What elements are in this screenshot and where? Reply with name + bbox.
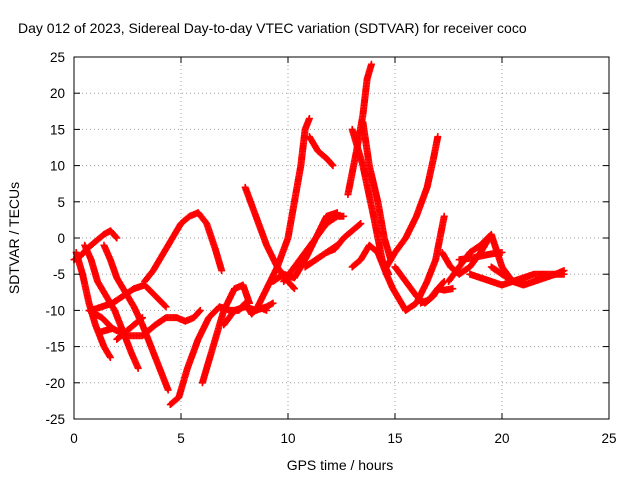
series-arc-33 [323,220,365,256]
data-point [357,220,365,228]
x-axis-label: GPS time / hours [287,457,394,473]
data-point [107,323,115,331]
series-arc-21 [359,118,395,264]
series-arc-31 [487,263,568,289]
x-tick-label: 25 [601,431,616,446]
data-point [164,386,172,394]
series-arc-32 [434,285,457,294]
data-point [137,315,145,323]
data-point [449,285,457,293]
series-arc-17 [280,212,348,285]
data-point [340,212,348,220]
data-point [439,278,447,286]
data-point [218,267,226,275]
data-point [196,306,204,314]
series-arc-15 [305,133,337,170]
data-point [106,352,114,360]
y-tick-label: -20 [45,376,65,391]
series-arc-25 [402,212,448,314]
data-point [269,299,277,307]
data-point [109,325,117,332]
series-arc-09 [141,209,226,285]
x-axis-ticks: 0 5 10 15 20 25 [70,57,617,446]
series-arc-10 [166,299,271,409]
y-tick-label: -25 [45,412,65,427]
data-point [356,220,364,228]
series-arc-14 [252,115,313,314]
data-point [560,267,568,275]
data-point [161,302,169,310]
data-point [434,133,442,141]
series-arc-13 [241,183,298,293]
y-tick-label: 25 [50,50,65,65]
y-tick-label: 5 [57,195,65,210]
y-tick-label: 10 [50,159,65,174]
data-point [290,285,298,293]
data-point [138,314,146,322]
y-axis-ticks: -25 -20 -15 -10 -5 0 5 10 15 20 25 [45,50,609,427]
chart-title: Day 012 of 2023, Sidereal Day-to-day VTE… [18,20,527,36]
data-point [290,284,298,292]
series-arc-29 [455,248,506,264]
y-tick-label: 20 [50,86,65,101]
y-tick-label: -10 [45,303,65,318]
series-arc-22 [348,241,410,314]
series-arc-20 [348,125,393,278]
y-tick-label: 15 [50,122,65,137]
y-tick-label: 0 [57,231,65,246]
data-point [134,364,142,372]
data-point [367,60,375,68]
series-arc-08 [113,314,146,343]
data-point [195,307,203,315]
x-tick-label: 15 [387,431,402,446]
y-axis-label: SDTVAR / TECUs [6,182,22,294]
data-point [498,248,506,256]
x-tick-label: 5 [177,431,185,446]
data-point [113,234,121,242]
series-arc-07 [85,306,117,332]
data-point [106,353,114,361]
data-point [328,161,336,169]
series-arc-23 [382,133,442,271]
y-tick-label: -5 [53,267,65,282]
data-point [162,303,170,311]
x-tick-label: 0 [70,431,78,446]
series-arc-11 [198,281,253,387]
data-point [112,233,120,241]
y-tick-label: -15 [45,340,65,355]
data-point [329,162,337,170]
x-tick-label: 20 [494,431,509,446]
data-point [440,212,448,220]
data-points [70,60,568,409]
data-point [305,115,313,123]
x-tick-label: 10 [280,431,295,446]
